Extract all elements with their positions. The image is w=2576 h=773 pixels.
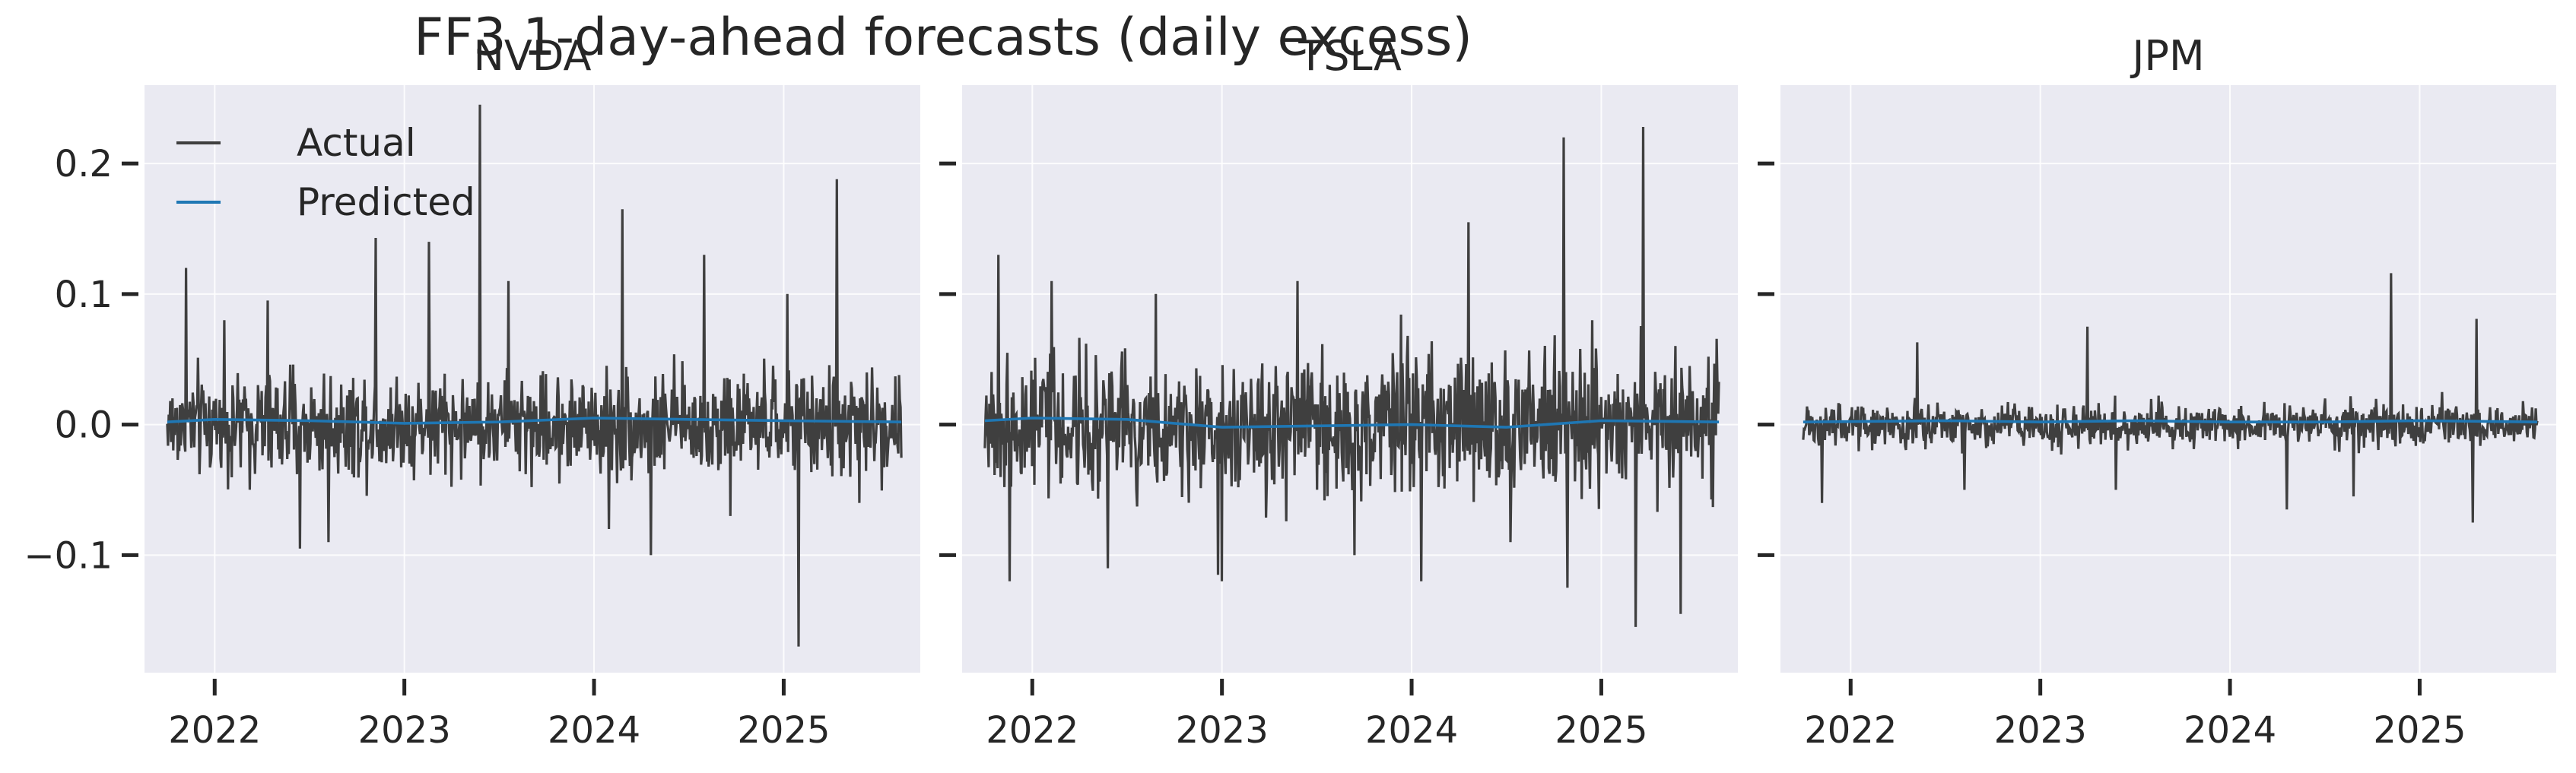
x-tick-label: 2024 [548, 709, 640, 752]
x-tick-label: 2025 [1555, 709, 1647, 752]
plot-area [962, 85, 1738, 673]
predicted-line-nvda [167, 417, 902, 425]
actual-line-jpm [1802, 273, 2539, 523]
y-tick-label: 0.1 [55, 274, 113, 316]
y-tick-label: 0.2 [55, 143, 113, 185]
predicted-line-tsla [984, 417, 1720, 429]
x-tick-label: 2023 [1994, 709, 2087, 752]
y-tick-label: 0.0 [55, 404, 113, 447]
x-tick-label: 2022 [1804, 709, 1897, 752]
panel-jpm: JPM 2022 2023 2024 2025 [1758, 32, 2556, 752]
x-tick-label: 2022 [986, 709, 1078, 752]
panel-tsla: TSLA 2022 2023 2024 2025 [939, 32, 1738, 752]
legend: Actual Predicted [176, 121, 475, 224]
x-tick-label: 2023 [358, 709, 451, 752]
x-tick-label: 2025 [2373, 709, 2466, 752]
x-tick-label: 2024 [1365, 709, 1458, 752]
x-tick-label: 2023 [1176, 709, 1269, 752]
figure-title: FF3 1-day-ahead forecasts (daily excess) [414, 8, 1472, 68]
x-tick-label: 2025 [737, 709, 830, 752]
actual-line-nvda [166, 104, 903, 647]
x-tick-label: 2022 [168, 709, 261, 752]
panel-nvda: NVDA −0.1 0.0 0.1 0.2 2022 2023 2024 2025 Actual P… [24, 32, 920, 752]
plot-area [1780, 85, 2556, 673]
panel-title: NVDA [474, 32, 592, 80]
y-tick-label: −0.1 [24, 534, 113, 577]
panels-layer: NVDA −0.1 0.0 0.1 0.2 2022 2023 2024 2025 Actual P… [24, 32, 2556, 752]
panel-title: TSLA [1298, 32, 1402, 80]
legend-label-actual: Actual [297, 121, 416, 165]
legend-label-predicted: Predicted [297, 180, 475, 224]
plot-area [145, 85, 920, 673]
panel-title: JPM [2130, 32, 2204, 80]
predicted-line-jpm [1803, 419, 2538, 424]
x-tick-label: 2024 [2184, 709, 2276, 752]
actual-line-tsla [983, 126, 1720, 627]
